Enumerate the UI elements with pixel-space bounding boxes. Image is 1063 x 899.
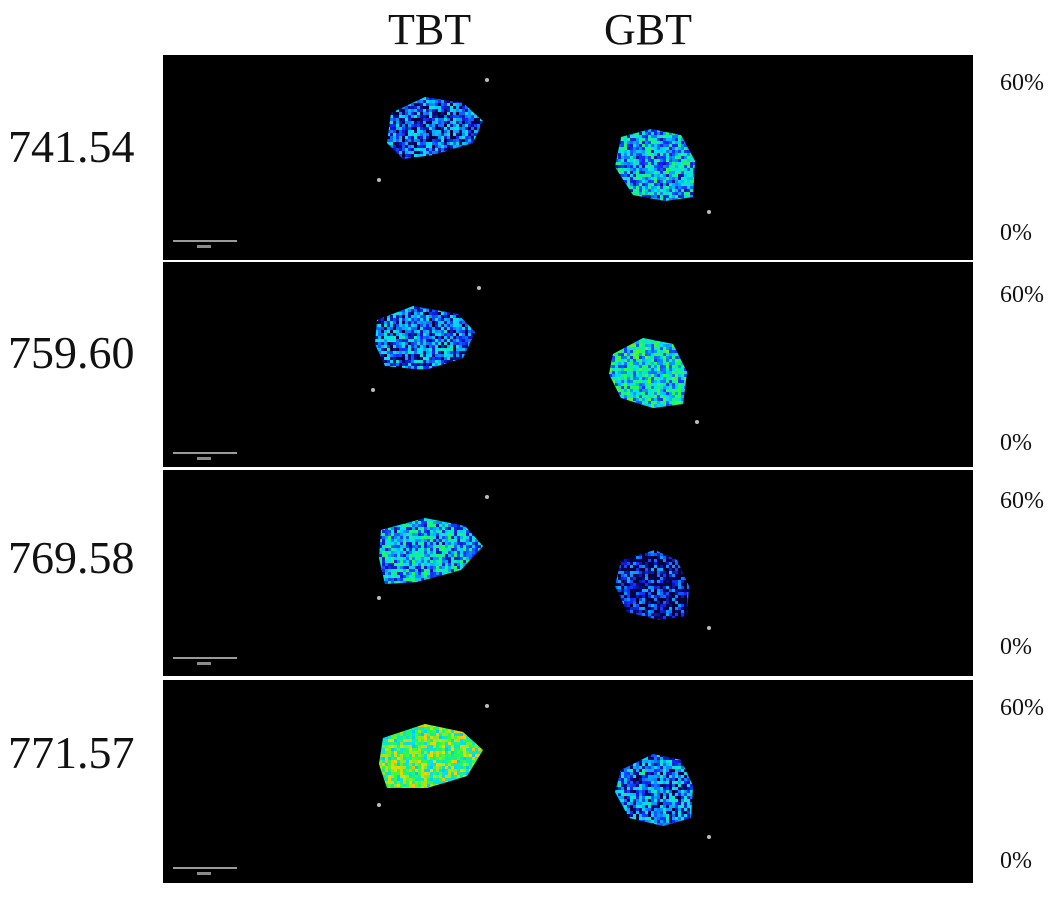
colorbar-min-label: 0% bbox=[1000, 430, 1032, 456]
image-panel-4 bbox=[163, 680, 973, 883]
row-label-771: 771.57 bbox=[8, 727, 135, 778]
scale-bar bbox=[173, 657, 237, 659]
colorbar-min-label: 0% bbox=[1000, 634, 1032, 660]
image-panel-2 bbox=[163, 262, 973, 467]
column-header-tbt: TBT bbox=[388, 5, 472, 54]
row-label-759: 759.60 bbox=[8, 327, 135, 378]
image-panel-3 bbox=[163, 470, 973, 676]
colorbar-min-label: 0% bbox=[1000, 848, 1032, 874]
colorbar-max-label: 60% bbox=[1000, 695, 1044, 721]
colorbar-max-label: 60% bbox=[1000, 488, 1044, 514]
colorbar-max-label: 60% bbox=[1000, 282, 1044, 308]
scale-bar bbox=[173, 867, 237, 869]
scale-bar bbox=[173, 240, 237, 242]
scale-bar bbox=[173, 452, 237, 454]
tissue-image-1 bbox=[377, 78, 711, 214]
tissue-image-3 bbox=[377, 495, 711, 630]
tissue-image-2 bbox=[371, 286, 699, 424]
scale-bar-text bbox=[197, 872, 211, 875]
colorbar-min-label: 0% bbox=[1000, 220, 1032, 246]
row-label-741: 741.54 bbox=[8, 121, 135, 172]
image-panel-1 bbox=[163, 55, 973, 260]
scale-bar-text bbox=[197, 662, 211, 665]
tissue-image-4 bbox=[377, 704, 711, 839]
row-label-769: 769.58 bbox=[8, 532, 135, 583]
scale-bar-text bbox=[197, 245, 211, 248]
colorbar-max-label: 60% bbox=[1000, 70, 1044, 96]
scale-bar-text bbox=[197, 457, 211, 460]
column-header-gbt: GBT bbox=[604, 5, 692, 54]
